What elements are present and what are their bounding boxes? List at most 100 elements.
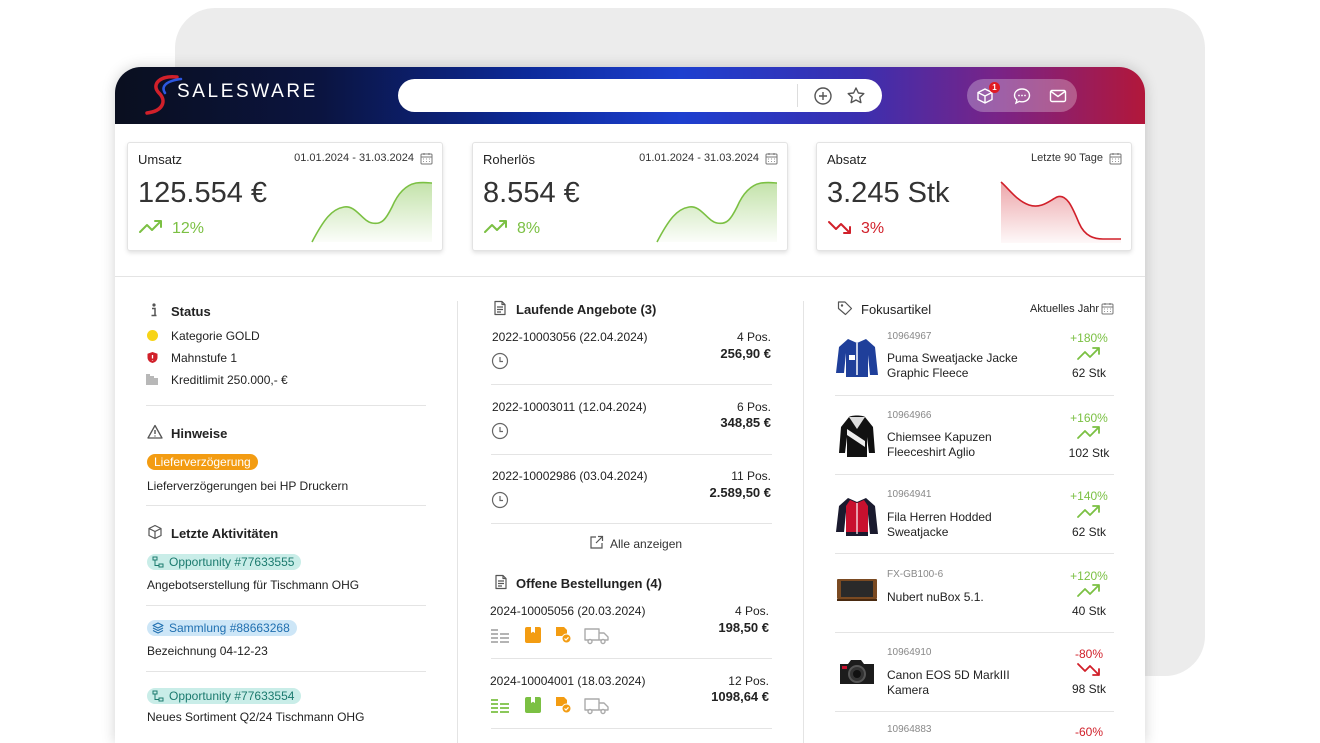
product-sku: 10964941 bbox=[887, 489, 932, 500]
collection-tag[interactable]: Sammlung #88663268 bbox=[147, 620, 297, 636]
tag-icon bbox=[837, 301, 853, 316]
product-change: -80% bbox=[1074, 647, 1103, 661]
activity-text: Angebotserstellung für Tischmann OHG bbox=[147, 578, 360, 592]
section-divider bbox=[115, 276, 1145, 277]
product-change: -60% bbox=[1074, 725, 1103, 739]
salesware-logo-icon[interactable] bbox=[129, 73, 299, 117]
kpi-card-roherloes[interactable]: Roherlös 01.01.2024 - 31.03.2024 8.554 €… bbox=[472, 142, 788, 251]
mail-icon[interactable] bbox=[1046, 84, 1070, 108]
add-circle-icon[interactable] bbox=[811, 84, 835, 108]
product-quantity: 98 Stk bbox=[1071, 682, 1107, 696]
app-window: SALESWARE 1 bbox=[115, 67, 1145, 743]
delay-tag[interactable]: Lieferverzögerung bbox=[147, 454, 258, 470]
offer-amount: 256,90 € bbox=[720, 346, 771, 361]
focus-title: Fokusartikel bbox=[861, 302, 932, 317]
calendar-icon[interactable] bbox=[420, 152, 433, 165]
offer-id: 2022-10002986 (03.04.2024) bbox=[492, 469, 648, 483]
search-input[interactable] bbox=[410, 85, 780, 106]
product-change: +120% bbox=[1070, 569, 1108, 583]
calendar-icon[interactable] bbox=[765, 152, 778, 165]
opportunity-icon bbox=[152, 556, 164, 568]
offer-amount: 2.589,50 € bbox=[709, 485, 771, 500]
gold-dot-icon bbox=[147, 330, 158, 341]
product-sku: 10964966 bbox=[887, 410, 932, 421]
activities-title: Letzte Aktivitäten bbox=[171, 526, 279, 541]
divider bbox=[146, 405, 426, 406]
column-separator bbox=[803, 301, 804, 743]
offer-id: 2022-10003056 (22.04.2024) bbox=[492, 330, 648, 344]
offer-positions: 4 Pos. bbox=[736, 330, 771, 344]
barcode-icon bbox=[146, 374, 158, 385]
opportunity-tag-label: Opportunity #77633554 bbox=[169, 689, 295, 703]
kpi-card-umsatz[interactable]: Umsatz 01.01.2024 - 31.03.2024 125.554 €… bbox=[127, 142, 443, 251]
product-quantity: 62 Stk bbox=[1071, 525, 1107, 539]
divider bbox=[491, 523, 772, 524]
status-credit-limit: Kreditlimit 250.000,- € bbox=[171, 373, 288, 387]
divider bbox=[146, 671, 426, 672]
chat-icon[interactable] bbox=[1010, 84, 1034, 108]
hinweise-text: Lieferverzögerungen bei HP Druckern bbox=[147, 479, 349, 493]
document-icon bbox=[495, 574, 507, 590]
opportunity-tag[interactable]: Opportunity #77633555 bbox=[147, 554, 302, 570]
brand-name: SALESWARE bbox=[177, 81, 318, 102]
clock-icon bbox=[491, 491, 509, 509]
sparkline-chart bbox=[311, 181, 433, 243]
shield-icon bbox=[147, 352, 158, 363]
hinweise-title: Hinweise bbox=[171, 426, 228, 441]
trend-up-icon bbox=[1077, 505, 1100, 518]
order-positions: 12 Pos. bbox=[728, 674, 769, 688]
kpi-change: 8% bbox=[517, 220, 541, 237]
kpi-title: Absatz bbox=[827, 152, 867, 167]
package-button[interactable]: 1 bbox=[973, 82, 1000, 108]
external-link-icon[interactable] bbox=[589, 535, 604, 550]
status-category: Kategorie GOLD bbox=[171, 329, 260, 343]
divider bbox=[491, 384, 772, 385]
activity-text: Bezeichnung 04-12-23 bbox=[147, 644, 268, 658]
offer-id: 2022-10003011 (12.04.2024) bbox=[492, 400, 647, 414]
kpi-value: 3.245 Stk bbox=[827, 177, 950, 209]
product-change: +180% bbox=[1070, 331, 1108, 345]
list-status-icon bbox=[491, 629, 509, 643]
divider bbox=[835, 711, 1114, 712]
show-all-link[interactable]: Alle anzeigen bbox=[610, 537, 683, 551]
search-bar bbox=[398, 79, 882, 112]
star-icon[interactable] bbox=[844, 84, 868, 108]
warning-icon bbox=[147, 424, 163, 439]
calendar-icon[interactable] bbox=[1101, 302, 1114, 315]
package-status-icon bbox=[525, 697, 541, 713]
product-sku: 10964910 bbox=[887, 647, 932, 658]
camera-icon bbox=[840, 660, 874, 684]
order-id: 2024-10004001 (18.03.2024) bbox=[490, 674, 646, 688]
kpi-card-absatz[interactable]: Absatz Letzte 90 Tage 3.245 Stk 3% bbox=[816, 142, 1132, 251]
product-sku: 10964967 bbox=[887, 331, 932, 342]
opportunity-tag-label: Opportunity #77633555 bbox=[169, 555, 295, 569]
order-amount: 1098,64 € bbox=[711, 689, 769, 704]
product-name: Nubert nuBox 5.1. bbox=[887, 590, 984, 604]
red-jacket-icon bbox=[836, 498, 878, 536]
divider bbox=[491, 658, 772, 659]
product-name: Puma Sweatjacke Jacke Graphic Fleece bbox=[887, 351, 1018, 380]
speaker-icon bbox=[837, 579, 877, 601]
focus-period: Aktuelles Jahr bbox=[1030, 303, 1100, 315]
product-sku: 10964883 bbox=[887, 724, 932, 735]
column-separator bbox=[457, 301, 458, 743]
sparkline-chart bbox=[656, 181, 778, 243]
divider bbox=[491, 728, 772, 729]
trend-down-icon bbox=[1077, 663, 1100, 676]
order-amount: 198,50 € bbox=[718, 620, 769, 635]
trend-up-icon bbox=[139, 220, 162, 233]
product-name: Fila Herren Hodded Sweatjacke bbox=[887, 510, 992, 539]
calendar-icon[interactable] bbox=[1109, 152, 1122, 165]
info-icon bbox=[151, 303, 157, 317]
orders-title: Offene Bestellungen (4) bbox=[516, 576, 662, 591]
opportunity-icon bbox=[152, 690, 164, 702]
kpi-date-range: 01.01.2024 - 31.03.2024 bbox=[639, 152, 759, 164]
clock-icon bbox=[491, 422, 509, 440]
product-change: +140% bbox=[1070, 489, 1108, 503]
search-separator bbox=[797, 84, 798, 107]
trend-up-icon bbox=[1077, 426, 1100, 439]
collection-tag-label: Sammlung #88663268 bbox=[169, 621, 290, 635]
status-dunning: Mahnstufe 1 bbox=[171, 351, 238, 365]
offer-positions: 6 Pos. bbox=[736, 400, 771, 414]
opportunity-tag[interactable]: Opportunity #77633554 bbox=[147, 688, 302, 704]
